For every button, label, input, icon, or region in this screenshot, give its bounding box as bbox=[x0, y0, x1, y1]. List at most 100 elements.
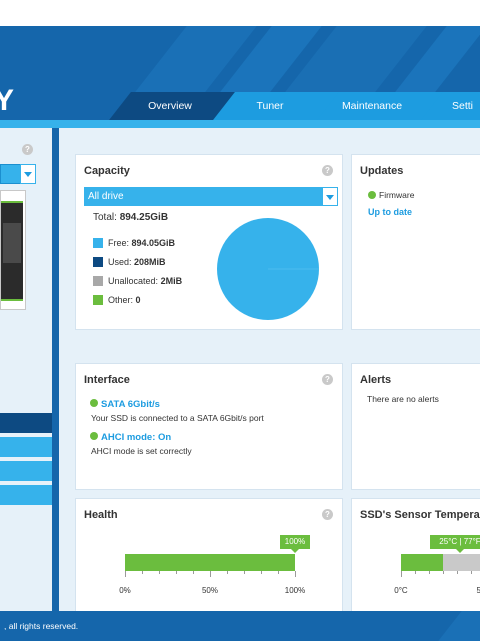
temperature-tick bbox=[415, 571, 416, 574]
sidebar-item[interactable] bbox=[0, 461, 52, 481]
tab-settings[interactable]: Setti bbox=[452, 100, 474, 112]
legend-other-value: 0 bbox=[135, 295, 141, 305]
overview-content: Capacity ? All drive Total: 894.25GiB Fr… bbox=[59, 128, 480, 620]
firmware-status-link[interactable]: Up to date bbox=[368, 207, 412, 217]
health-tick bbox=[159, 571, 160, 574]
alerts-message: There are no alerts bbox=[367, 394, 439, 404]
health-tick bbox=[142, 571, 143, 574]
sidebar-item[interactable] bbox=[0, 437, 52, 457]
sidebar-item-active[interactable] bbox=[0, 413, 52, 433]
updates-card: Updates Firmware Up to date bbox=[351, 154, 480, 330]
interface-title: Interface bbox=[84, 374, 130, 386]
footer-stripe bbox=[438, 611, 480, 641]
health-tick bbox=[278, 571, 279, 574]
temperature-value-badge: 25°C | 77°F bbox=[430, 535, 480, 553]
footer: , all rights reserved. bbox=[0, 611, 480, 641]
temperature-card: SSD's Sensor Tempera 25°C | 77°F 0°C 5 bbox=[351, 498, 480, 620]
temperature-tick-major bbox=[401, 571, 402, 577]
help-icon[interactable]: ? bbox=[22, 144, 33, 155]
health-tick bbox=[193, 571, 194, 574]
header: Y Overview Tuner Maintenance Setti bbox=[0, 26, 480, 120]
legend-used: Used: 208MiB bbox=[93, 256, 166, 268]
health-tick-label: 0% bbox=[119, 586, 131, 595]
updates-title: Updates bbox=[360, 165, 404, 177]
temperature-tick-label: 0°C bbox=[394, 586, 408, 595]
help-icon[interactable]: ? bbox=[322, 509, 333, 520]
health-value-badge: 100% bbox=[280, 535, 310, 553]
interface-sata: SATA 6Gbit/s bbox=[90, 399, 160, 410]
temperature-tick bbox=[471, 571, 472, 574]
health-tick-label: 50% bbox=[201, 586, 218, 595]
legend-unallocated-value: 2MiB bbox=[160, 276, 183, 286]
legend-swatch-free bbox=[93, 237, 103, 248]
header-band bbox=[0, 120, 480, 128]
drive-image bbox=[0, 190, 26, 310]
capacity-title: Capacity bbox=[84, 165, 130, 177]
copyright-text: , all rights reserved. bbox=[4, 621, 79, 631]
capacity-pie-chart bbox=[217, 218, 319, 320]
capacity-drive-select[interactable]: All drive bbox=[84, 187, 338, 206]
interface-sata-label: SATA 6Gbit/s bbox=[101, 399, 160, 410]
chevron-down-icon[interactable] bbox=[20, 164, 36, 184]
firmware-status: Firmware bbox=[368, 190, 414, 200]
legend-unallocated-label: Unallocated: bbox=[108, 276, 159, 286]
help-icon[interactable]: ? bbox=[322, 165, 333, 176]
drive-sidebar: ? bbox=[0, 128, 52, 611]
tab-maintenance[interactable]: Maintenance bbox=[341, 100, 403, 112]
temperature-gauge-fill bbox=[401, 554, 443, 571]
health-tick bbox=[227, 571, 228, 574]
firmware-label: Firmware bbox=[379, 190, 415, 200]
sidebar-item[interactable] bbox=[0, 485, 52, 505]
temperature-tick bbox=[443, 571, 444, 574]
chevron-down-icon[interactable] bbox=[322, 187, 338, 206]
health-tick-label: 100% bbox=[284, 586, 306, 595]
health-tick bbox=[244, 571, 245, 574]
status-ok-icon bbox=[368, 190, 376, 199]
temperature-tick bbox=[429, 571, 430, 574]
legend-unallocated: Unallocated: 2MiB bbox=[93, 275, 182, 287]
interface-ahci-desc: AHCI mode is set correctly bbox=[91, 446, 192, 456]
alerts-title: Alerts bbox=[360, 374, 392, 386]
legend-used-label: Used: bbox=[108, 257, 132, 267]
health-card: Health ? 100% 0% 50% 100% bbox=[75, 498, 343, 620]
main-tabs: Overview Tuner Maintenance Setti bbox=[0, 92, 480, 120]
capacity-drive-select-value: All drive bbox=[88, 191, 124, 202]
health-title: Health bbox=[84, 509, 118, 521]
help-icon[interactable]: ? bbox=[322, 374, 333, 385]
brand-logo: Y bbox=[0, 84, 16, 117]
health-tick-major bbox=[210, 571, 211, 577]
capacity-total: Total: 894.25GiB bbox=[93, 212, 168, 223]
capacity-card: Capacity ? All drive Total: 894.25GiB Fr… bbox=[75, 154, 343, 330]
interface-card: Interface ? SATA 6Gbit/s Your SSD is con… bbox=[75, 363, 343, 490]
legend-free: Free: 894.05GiB bbox=[93, 237, 175, 249]
health-tick bbox=[176, 571, 177, 574]
legend-swatch-other bbox=[93, 294, 103, 305]
app-window: Y Overview Tuner Maintenance Setti ? Cap… bbox=[0, 26, 480, 641]
legend-other: Other: 0 bbox=[93, 294, 141, 306]
legend-swatch-used bbox=[93, 256, 103, 267]
panel-divider bbox=[52, 128, 59, 611]
tab-overview[interactable]: Overview bbox=[148, 100, 192, 112]
capacity-total-value: 894.25GiB bbox=[119, 212, 169, 223]
status-ok-icon bbox=[90, 399, 98, 408]
tab-tuner[interactable]: Tuner bbox=[256, 100, 284, 112]
ssd-photo bbox=[1, 201, 23, 301]
health-tick-major bbox=[295, 571, 296, 577]
status-ok-icon bbox=[90, 432, 98, 441]
legend-used-value: 208MiB bbox=[134, 257, 166, 267]
capacity-total-label: Total: bbox=[93, 212, 117, 223]
interface-ahci: AHCI mode: On bbox=[90, 432, 171, 443]
temperature-tick-label: 5 bbox=[476, 586, 480, 595]
legend-other-label: Other: bbox=[108, 295, 134, 305]
health-tick-major bbox=[125, 571, 126, 577]
interface-sata-desc: Your SSD is connected to a SATA 6Gbit/s … bbox=[91, 413, 264, 423]
legend-free-value: 894.05GiB bbox=[131, 238, 176, 248]
temperature-tick bbox=[457, 571, 458, 574]
alerts-card: Alerts There are no alerts bbox=[351, 363, 480, 490]
temperature-title: SSD's Sensor Tempera bbox=[360, 509, 480, 521]
interface-ahci-label: AHCI mode: On bbox=[101, 432, 172, 443]
health-tick bbox=[261, 571, 262, 574]
legend-swatch-unallocated bbox=[93, 275, 103, 286]
legend-free-label: Free: bbox=[108, 238, 130, 248]
health-gauge-fill bbox=[125, 554, 295, 571]
